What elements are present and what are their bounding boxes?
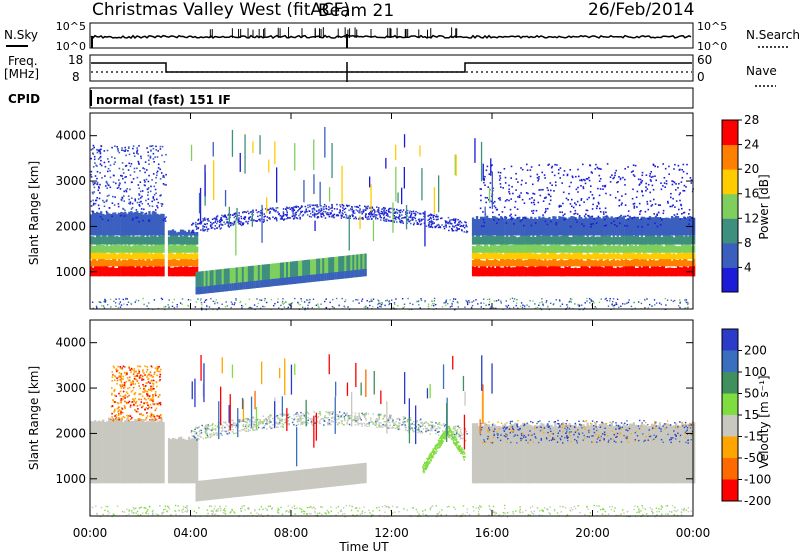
nsearch-label: N.Search — [746, 28, 800, 42]
colorbar-swatch — [722, 120, 738, 146]
nave-label: Nave — [746, 64, 777, 78]
time-axis: 00:00 04:00 08:00 12:00 16:00 20:00 00:00 — [73, 113, 711, 540]
range-tick-label: 2000 — [55, 426, 86, 440]
nsky-tick-bottom: 10^0 — [56, 40, 86, 53]
time-tick-label: 16:00 — [475, 526, 510, 540]
colorbar-swatch — [722, 218, 738, 244]
nsearch-tick-top: 10^5 — [697, 20, 727, 33]
nsky-tick-top: 10^5 — [56, 20, 86, 33]
nsky-trace — [90, 27, 692, 48]
colorbar-swatch — [722, 393, 738, 416]
time-axis-label: Time UT — [338, 540, 389, 554]
time-tick-label: 00:00 — [676, 526, 711, 540]
power-heatmap — [90, 126, 696, 311]
velocity-panel: 1000 2000 3000 4000 Slant Range [km] 200 100… — [27, 319, 771, 518]
colorbar-swatch — [722, 436, 738, 459]
range-tick-label: 4000 — [55, 129, 86, 143]
colorbar-tick-label: 15 — [744, 408, 759, 422]
colorbar-swatch — [722, 267, 738, 293]
colorbar-swatch — [722, 458, 738, 480]
freq-tick-bottom: 8 — [72, 70, 80, 84]
colorbar-tick-label: 200 — [744, 344, 767, 358]
date-label: 26/Feb/2014 — [588, 0, 694, 20]
colorbar-tick-label: -200 — [744, 494, 771, 508]
power-y-axis-label: Slant Range [km] — [27, 161, 41, 265]
time-tick-label: 12:00 — [374, 526, 409, 540]
colorbar-tick-label: 50 — [744, 387, 759, 401]
velocity-y-axis: 1000 2000 3000 4000 — [55, 336, 693, 486]
range-tick-label: 3000 — [55, 381, 86, 395]
power-colorbar: 4 8 12 16 20 24 28 — [721, 113, 759, 293]
chart-title: Christmas Valley West (fitACF) — [92, 0, 350, 20]
colorbar-swatch — [722, 329, 738, 351]
range-tick-label: 2000 — [55, 219, 86, 233]
colorbar-tick-label: 28 — [744, 113, 759, 127]
time-tick-label: 04:00 — [173, 526, 208, 540]
freq-label-1: Freq. — [8, 54, 38, 68]
colorbar-swatch — [722, 415, 738, 437]
freq-label-2: [MHz] — [4, 67, 39, 81]
power-plot-frame — [89, 112, 694, 310]
nave-tick-top: 60 — [697, 53, 712, 67]
colorbar-tick-label: 8 — [744, 236, 752, 250]
nsky-panel — [89, 22, 694, 49]
freq-panel — [89, 54, 694, 82]
time-tick-label: 00:00 — [73, 526, 108, 540]
power-y-axis: 1000 2000 3000 4000 — [55, 129, 693, 279]
colorbar-tick-label: -15 — [744, 430, 764, 444]
range-tick-label: 3000 — [55, 174, 86, 188]
velocity-colorbar: 200 100 50 15 -15 -50 -100 -200 — [721, 328, 771, 508]
range-tick-label: 1000 — [55, 265, 86, 279]
colorbar-swatch — [722, 169, 738, 195]
colorbar-tick-label: 20 — [744, 162, 759, 176]
colorbar-tick-label: 16 — [744, 187, 759, 201]
colorbar-tick-label: 100 — [744, 365, 767, 379]
cpid-label: CPID — [8, 92, 40, 106]
beam-label: Beam 21 — [318, 1, 394, 21]
range-tick-label: 4000 — [55, 336, 86, 350]
colorbar-tick-label: 12 — [744, 211, 759, 225]
colorbar-swatch — [722, 193, 738, 219]
colorbar-swatch — [722, 144, 738, 170]
velocity-heatmap — [90, 354, 696, 518]
cpid-text: normal (fast) 151 IF — [96, 93, 231, 107]
colorbar-tick-label: -50 — [744, 451, 764, 465]
colorbar-swatch — [722, 350, 738, 373]
colorbar-swatch — [722, 479, 738, 502]
frequency-trace — [91, 62, 692, 73]
velocity-y-axis-label: Slant Range [km] — [27, 366, 41, 470]
freq-tick-top: 18 — [68, 53, 83, 67]
colorbar-tick-label: -100 — [744, 473, 771, 487]
velocity-colorbar-label: Velocity [m s⁻¹] — [757, 375, 771, 468]
nsky-label: N.Sky — [4, 28, 38, 42]
colorbar-tick-label: 24 — [744, 138, 759, 152]
time-tick-label: 20:00 — [575, 526, 610, 540]
colorbar-swatch — [722, 372, 738, 394]
nave-tick-bottom: 0 — [697, 70, 705, 84]
time-tick-label: 08:00 — [274, 526, 309, 540]
power-colorbar-label: Power [dB] — [757, 174, 771, 239]
velocity-plot-frame — [89, 319, 694, 517]
power-panel: 1000 2000 3000 4000 Slant Range [km] 4 8 12 16… — [27, 112, 771, 311]
nsearch-tick-bottom: 10^0 — [697, 40, 727, 53]
colorbar-swatch — [722, 242, 738, 268]
colorbar-tick-label: 4 — [744, 260, 752, 274]
range-tick-label: 1000 — [55, 472, 86, 486]
